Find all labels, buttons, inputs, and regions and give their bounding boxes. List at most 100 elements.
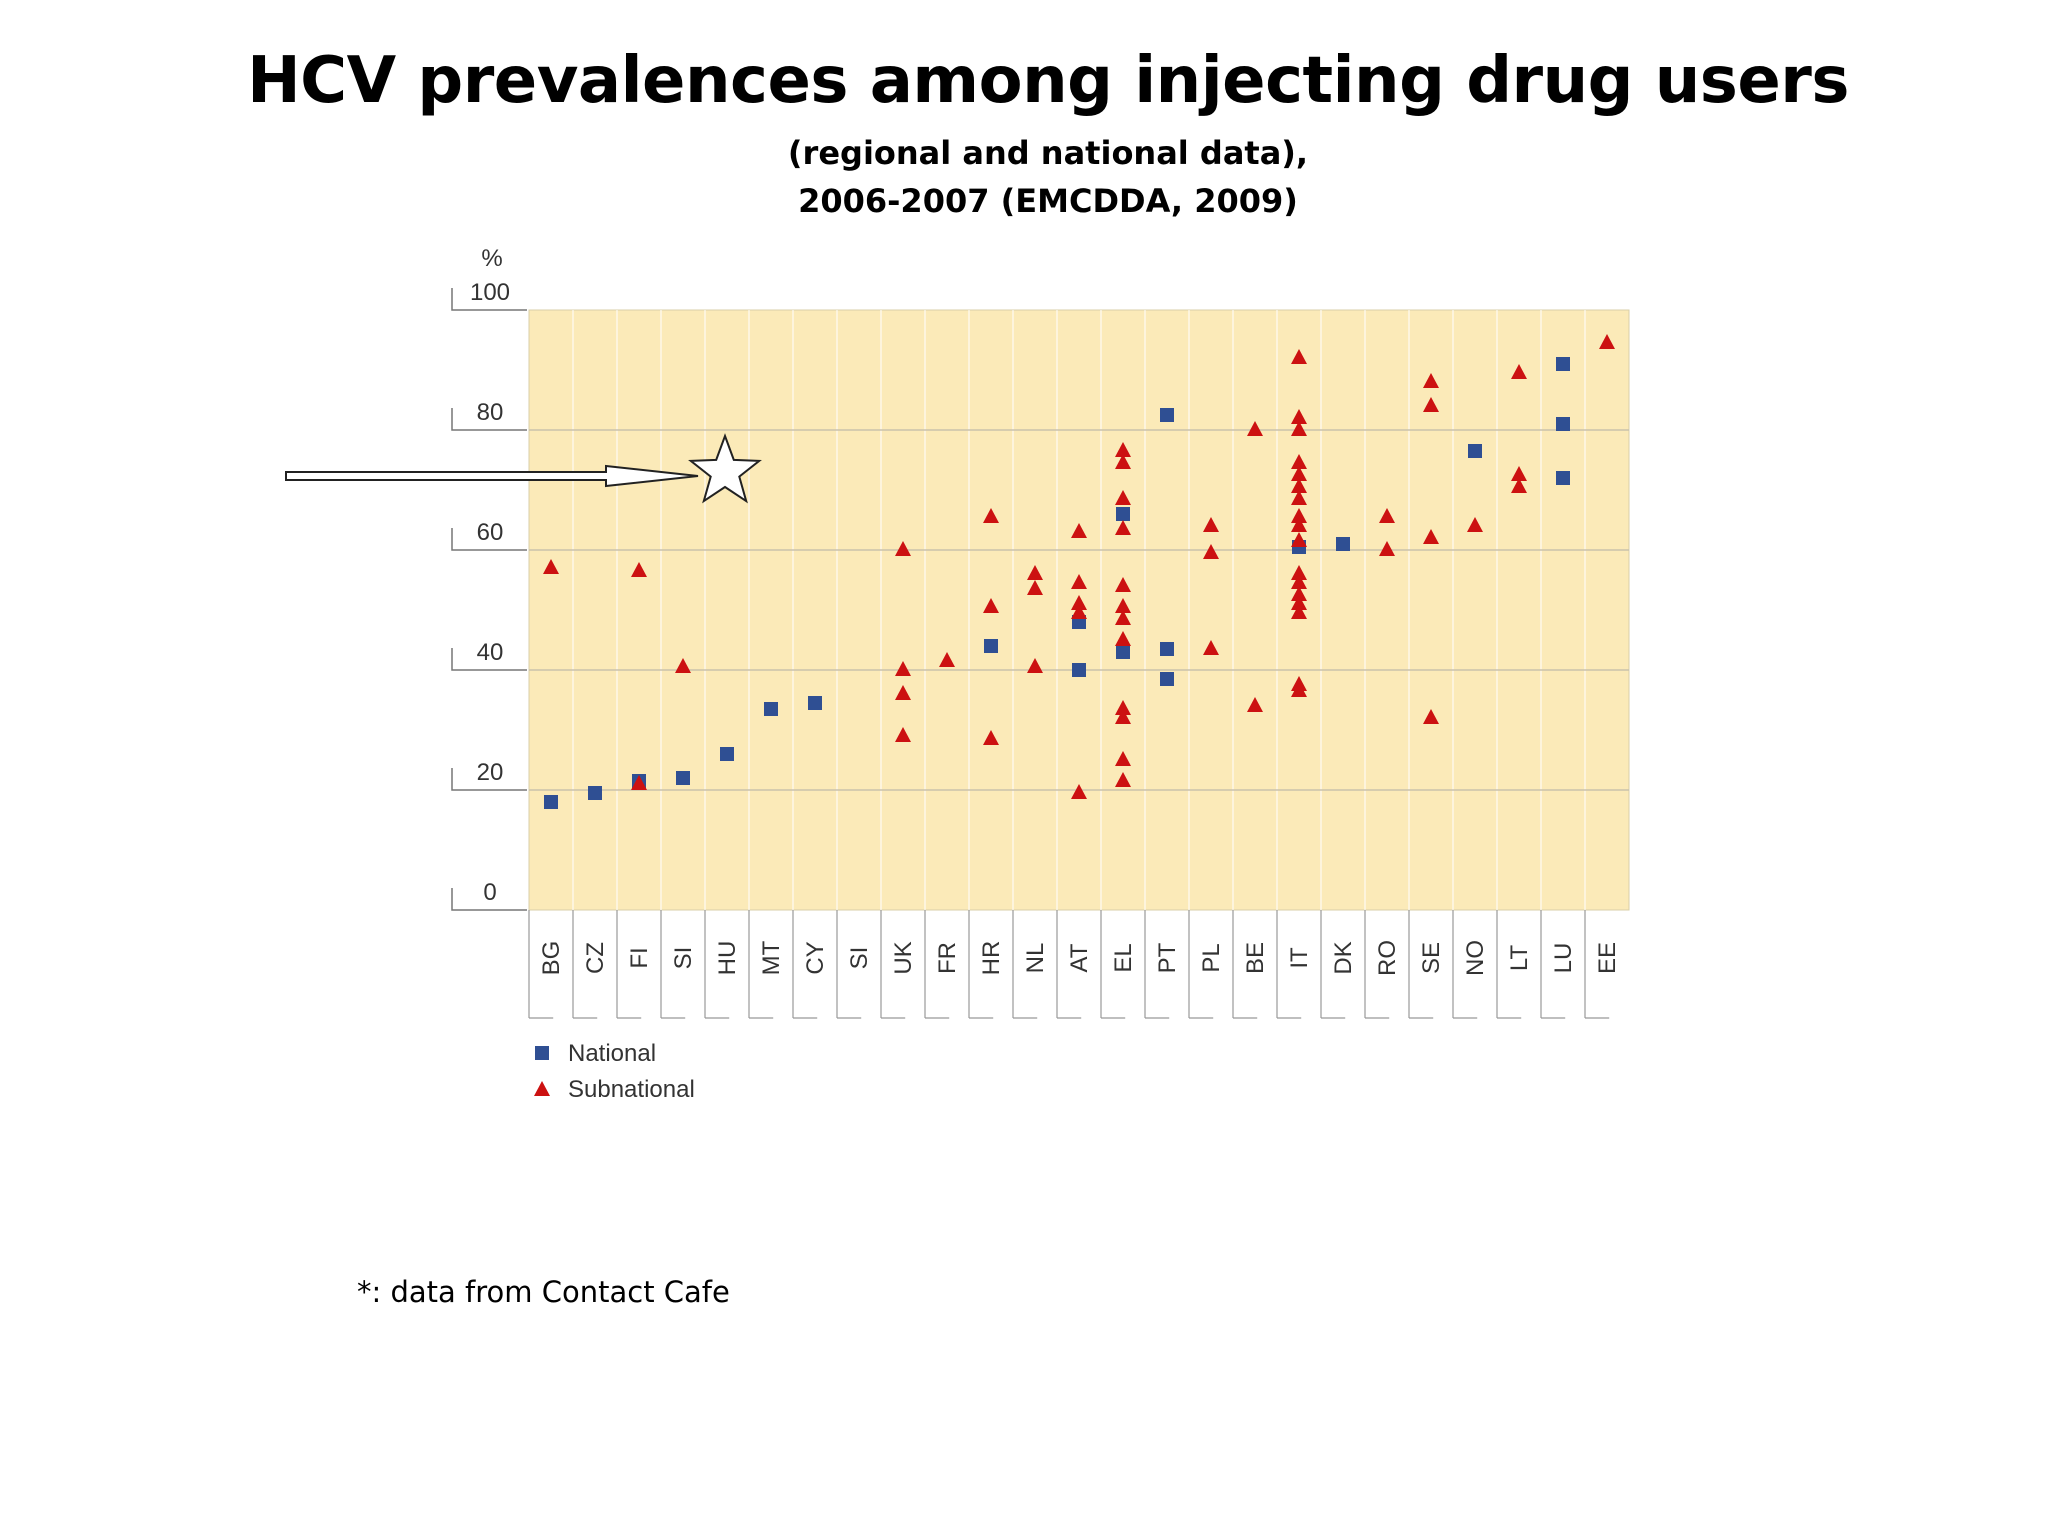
arrow-annotation — [285, 464, 699, 488]
legend-national-label: National — [568, 1040, 656, 1067]
subnational-point — [1291, 409, 1307, 424]
national-point — [1556, 471, 1570, 485]
x-tick-label: AT — [1066, 943, 1093, 972]
legend-national-marker — [535, 1046, 549, 1060]
subnational-point — [983, 730, 999, 745]
chart-subtitle-line1: (regional and national data), — [787, 134, 1309, 172]
national-point — [1116, 507, 1130, 521]
subnational-point — [1115, 577, 1131, 592]
national-point — [1556, 417, 1570, 431]
national-point — [544, 795, 558, 809]
footnote: *: data from Contact Cafe — [357, 1275, 730, 1309]
subnational-point — [1291, 454, 1307, 469]
subnational-point — [543, 559, 559, 574]
national-point — [588, 786, 602, 800]
subnational-point — [1027, 580, 1043, 595]
subnational-point — [1511, 466, 1527, 481]
subnational-point — [1203, 517, 1219, 532]
subnational-point — [1291, 508, 1307, 523]
subnational-point — [895, 727, 911, 742]
national-point — [1160, 642, 1174, 656]
subnational-point — [983, 598, 999, 613]
subnational-point — [675, 658, 691, 673]
subnational-point — [1115, 598, 1131, 613]
y-tick-bracket — [451, 528, 527, 551]
x-tick-label: CZ — [582, 942, 609, 974]
national-point — [1468, 444, 1482, 458]
subnational-point — [1291, 574, 1307, 589]
subnational-point — [1291, 490, 1307, 505]
x-tick-label: SI — [670, 947, 697, 970]
subnational-point — [1291, 604, 1307, 619]
subnational-point — [1599, 334, 1615, 349]
subnational-point — [1071, 595, 1087, 610]
subnational-point — [1511, 364, 1527, 379]
x-tick-label: FR — [934, 942, 961, 974]
x-tick-label: HU — [714, 941, 741, 976]
subnational-point — [1247, 697, 1263, 712]
subnational-point — [1379, 541, 1395, 556]
y-tick-label: 20 — [477, 759, 504, 786]
subnational-point — [1511, 478, 1527, 493]
subnational-point — [1291, 682, 1307, 697]
subnational-point — [1467, 517, 1483, 532]
subnational-point — [1115, 700, 1131, 715]
subnational-point — [983, 508, 999, 523]
subnational-point — [1291, 595, 1307, 610]
y-tick-label: 100 — [470, 279, 510, 306]
subnational-point — [895, 661, 911, 676]
x-tick-label: LT — [1506, 945, 1533, 972]
subnational-point — [1203, 544, 1219, 559]
subnational-point — [1291, 466, 1307, 481]
subnational-point — [1423, 397, 1439, 412]
subnational-point — [1071, 523, 1087, 538]
subnational-point — [895, 685, 911, 700]
national-point — [1336, 537, 1350, 551]
national-point — [1160, 408, 1174, 422]
x-tick-label: BG — [538, 941, 565, 976]
x-tick-label: LU — [1550, 943, 1577, 974]
subnational-point — [939, 652, 955, 667]
chart-title: HCV prevalences among injecting drug use… — [247, 44, 1849, 118]
subnational-point — [1115, 751, 1131, 766]
x-tick-label: FI — [626, 947, 653, 968]
subnational-point — [1291, 565, 1307, 580]
subnational-point — [1423, 373, 1439, 388]
x-tick-label: SE — [1418, 942, 1445, 974]
national-point — [676, 771, 690, 785]
subnational-point — [1115, 772, 1131, 787]
x-tick-label: EL — [1110, 943, 1137, 972]
y-tick-bracket — [451, 408, 527, 431]
national-point — [720, 747, 734, 761]
x-tick-label: NO — [1462, 940, 1489, 976]
subnational-point — [1071, 574, 1087, 589]
subnational-point — [1027, 565, 1043, 580]
x-tick-label: IT — [1286, 947, 1313, 969]
subnational-point — [631, 562, 647, 577]
subnational-point — [1115, 610, 1131, 625]
subnational-point — [1115, 631, 1131, 646]
subnational-point — [1115, 709, 1131, 724]
x-tick-label: NL — [1022, 943, 1049, 974]
legend-subnational-marker — [534, 1081, 550, 1096]
subnational-point — [1115, 442, 1131, 457]
y-tick-bracket — [451, 648, 527, 671]
subnational-point — [1423, 529, 1439, 544]
x-tick-label: EE — [1594, 942, 1621, 974]
subnational-point — [1291, 532, 1307, 547]
subnational-point — [1379, 508, 1395, 523]
national-point — [1072, 663, 1086, 677]
star-icon — [688, 433, 762, 504]
y-tick-label: 40 — [477, 639, 504, 666]
y-tick-label: 0 — [483, 879, 496, 906]
y-axis-label: % — [481, 245, 502, 272]
subnational-point — [1423, 709, 1439, 724]
x-tick-label: RO — [1374, 940, 1401, 976]
subnational-point — [1071, 784, 1087, 799]
subnational-point — [631, 775, 647, 790]
y-tick-label: 60 — [477, 519, 504, 546]
y-tick-bracket — [451, 888, 527, 911]
x-tick-label: HR — [978, 941, 1005, 976]
subnational-point — [1291, 478, 1307, 493]
x-tick-label: MT — [758, 940, 785, 975]
